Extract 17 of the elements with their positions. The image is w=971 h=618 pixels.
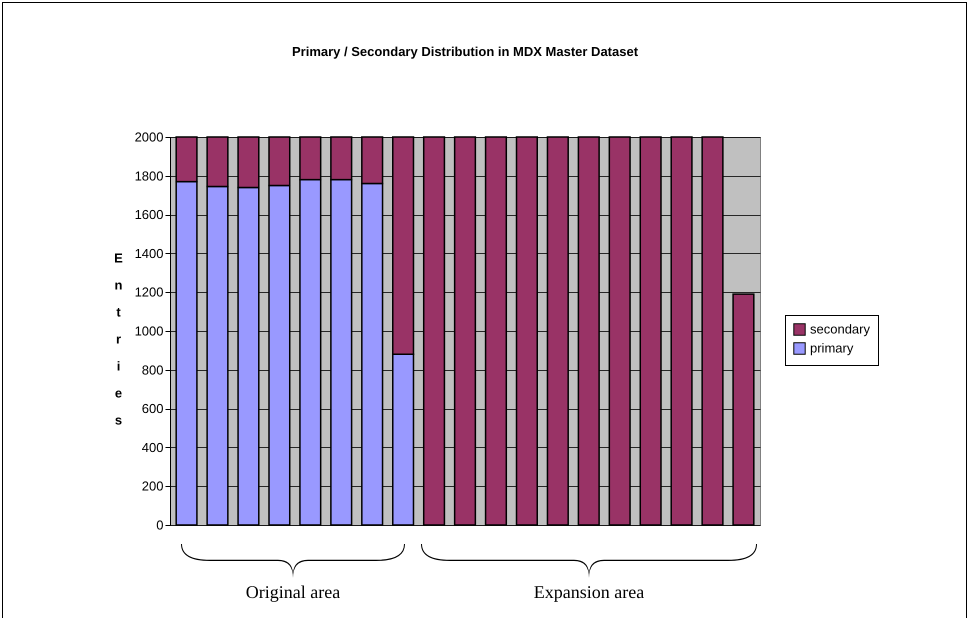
text: Original area — [246, 582, 340, 603]
y-tick-label: 200 — [142, 478, 164, 494]
y-tick-label: 600 — [142, 401, 164, 416]
y-tick-label: 400 — [142, 440, 164, 455]
y-tick-label: 1600 — [134, 207, 164, 222]
legend-label: secondary — [810, 322, 870, 336]
y-tick-label: 1200 — [134, 284, 164, 300]
chart-title: Primary / Secondary Distribution in MDX Master Dataset — [292, 44, 639, 59]
y-tick-label: 800 — [142, 362, 164, 378]
y-tick-label: 1400 — [134, 246, 164, 261]
y-axis-title: Entries — [114, 250, 124, 428]
y-tick-label: 2000 — [134, 130, 164, 144]
y-tick-label: 1800 — [134, 168, 164, 184]
text: Expansion area — [534, 582, 644, 603]
y-tick-label: 0 — [156, 518, 164, 532]
legend-label: primary — [810, 340, 854, 356]
y-tick-label: 1000 — [134, 324, 164, 338]
